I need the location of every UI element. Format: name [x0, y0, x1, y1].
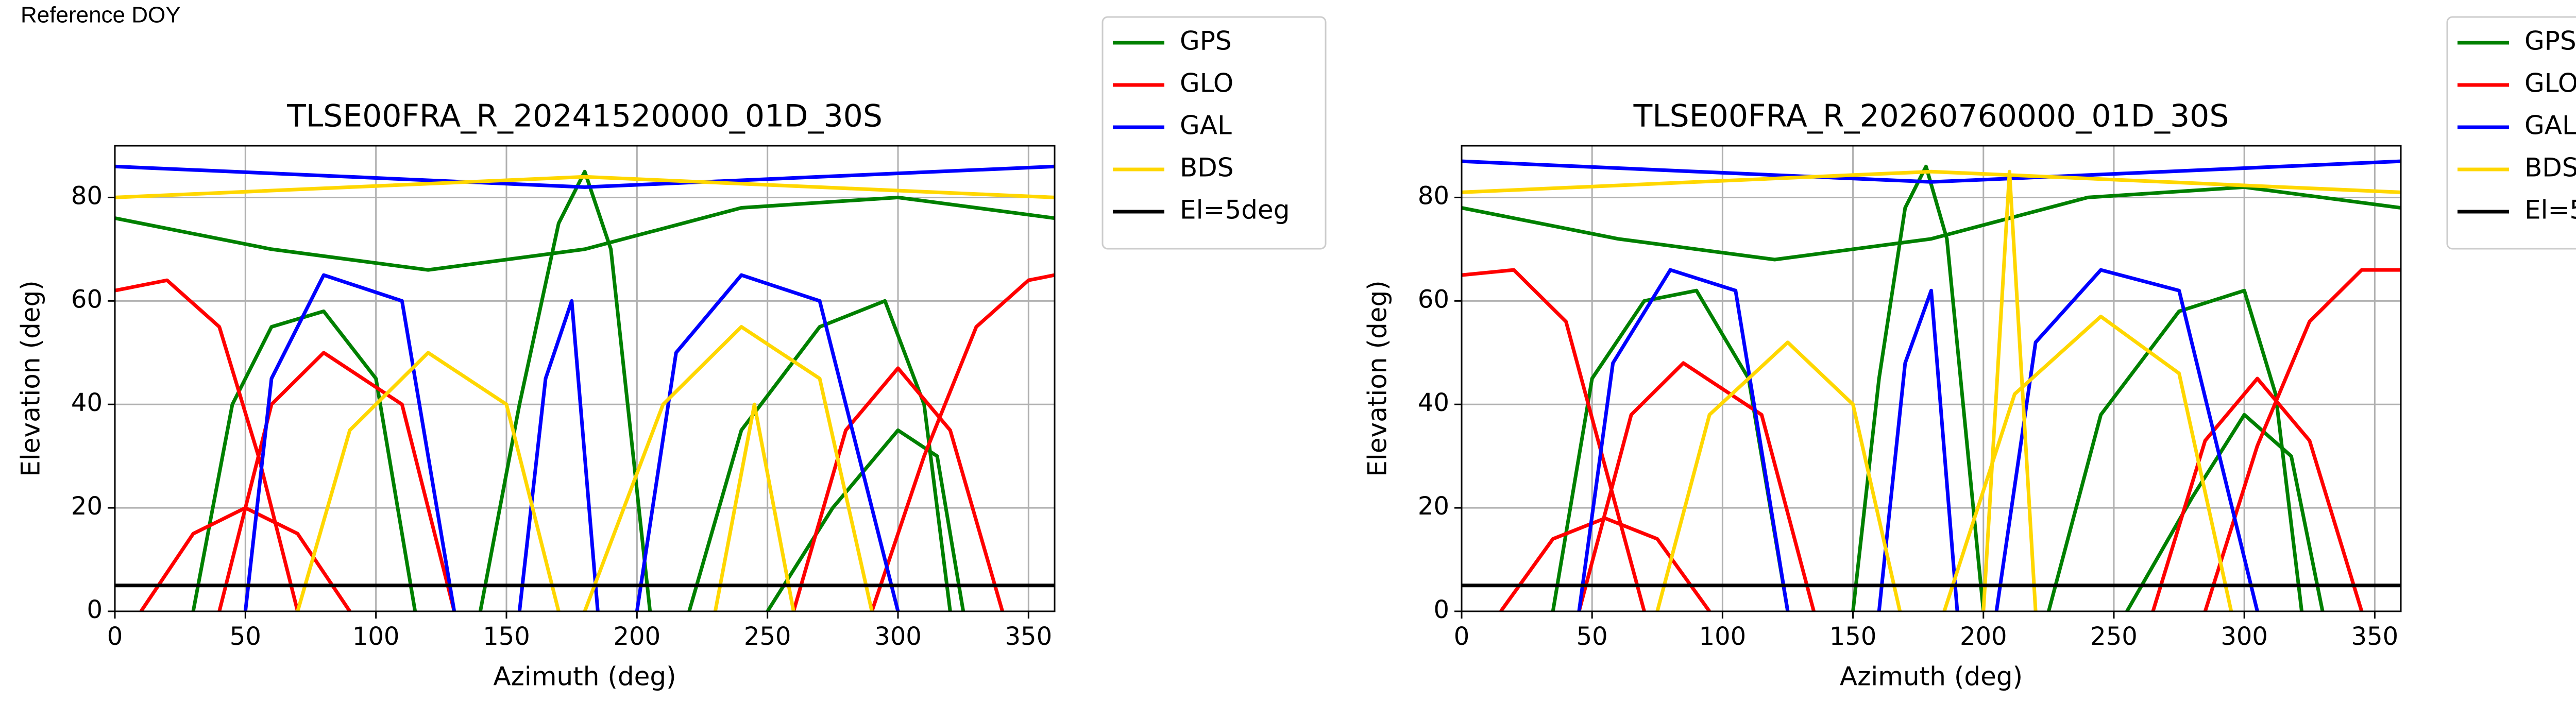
x-tick-label: 350 — [2351, 622, 2399, 651]
series-line — [115, 273, 1055, 611]
x-tick-label: 100 — [1699, 622, 1747, 651]
legend-label: GLO — [2524, 68, 2576, 98]
x-tick-label: 0 — [107, 622, 123, 651]
legend: GPS GLO GAL BDS El=5deg — [1101, 16, 1327, 250]
y-tick-label: 60 — [1418, 285, 1449, 314]
legend-box — [2446, 16, 2576, 250]
series-line — [115, 164, 1055, 611]
y-tick-label: 0 — [87, 595, 103, 624]
x-tick-label: 250 — [2090, 622, 2138, 651]
figure-text: Reference DOY — [21, 3, 181, 28]
legend-label: El=5deg — [2524, 195, 2576, 225]
x-tick-label: 100 — [352, 622, 400, 651]
y-tick-label: 20 — [1418, 492, 1449, 521]
legend-label: GAL — [2524, 111, 2576, 141]
series-line — [1462, 164, 2401, 611]
axes-frame — [1461, 145, 2402, 612]
x-tick-label: 150 — [1829, 622, 1877, 651]
x-axis-label: Azimuth (deg) — [493, 662, 676, 692]
series-line — [115, 175, 1055, 611]
legend-label: BDS — [2524, 153, 2576, 183]
legend-label: BDS — [1180, 153, 1234, 183]
legend: GPS GLO GAL BDS El=5deg — [2446, 16, 2576, 250]
series-line — [1462, 268, 2401, 611]
plot-area: 0 50 100 150 200 250 300 350 0 20 40 60 80 TLSE00FRA_… — [16, 16, 1327, 692]
x-tick-label: 50 — [230, 622, 261, 651]
axes-frame — [114, 145, 1056, 612]
series-line — [1462, 169, 2401, 611]
x-tick-label: 250 — [744, 622, 791, 651]
x-tick-label: 150 — [483, 622, 530, 651]
legend-label: El=5deg — [1180, 195, 1290, 225]
series-line — [115, 169, 1055, 611]
chart-title: TLSE00FRA_R_20241520000_01D_30S — [286, 98, 883, 134]
legend-label: GLO — [1180, 68, 1233, 98]
x-tick-label: 50 — [1577, 622, 1608, 651]
legend-label: GPS — [1180, 26, 1232, 56]
plot-area: 0 50 100 150 200 250 300 350 0 20 40 60 80 TLSE00FRA_… — [1363, 16, 2576, 692]
y-tick-label: 20 — [71, 492, 103, 521]
chart-title: TLSE00FRA_R_20260760000_01D_30S — [1633, 98, 2229, 134]
x-tick-label: 200 — [1960, 622, 2007, 651]
x-tick-label: 0 — [1454, 622, 1470, 651]
y-tick-label: 40 — [71, 388, 103, 417]
y-tick-label: 80 — [71, 181, 103, 210]
legend-box — [1101, 16, 1327, 250]
y-axis-label: Elevation (deg) — [16, 280, 46, 476]
y-tick-label: 80 — [1418, 181, 1449, 210]
x-axis-label: Azimuth (deg) — [1840, 662, 2023, 692]
legend-label: GPS — [2524, 26, 2576, 56]
series-line — [1462, 159, 2401, 611]
y-axis-label: Elevation (deg) — [1363, 280, 1393, 476]
y-tick-label: 0 — [1433, 595, 1449, 624]
x-tick-label: 350 — [1005, 622, 1053, 651]
x-tick-label: 200 — [614, 622, 661, 651]
y-tick-label: 40 — [1418, 388, 1449, 417]
legend-label: GAL — [1180, 111, 1232, 141]
y-tick-label: 60 — [71, 285, 103, 314]
x-tick-label: 300 — [2221, 622, 2268, 651]
x-tick-label: 300 — [874, 622, 922, 651]
